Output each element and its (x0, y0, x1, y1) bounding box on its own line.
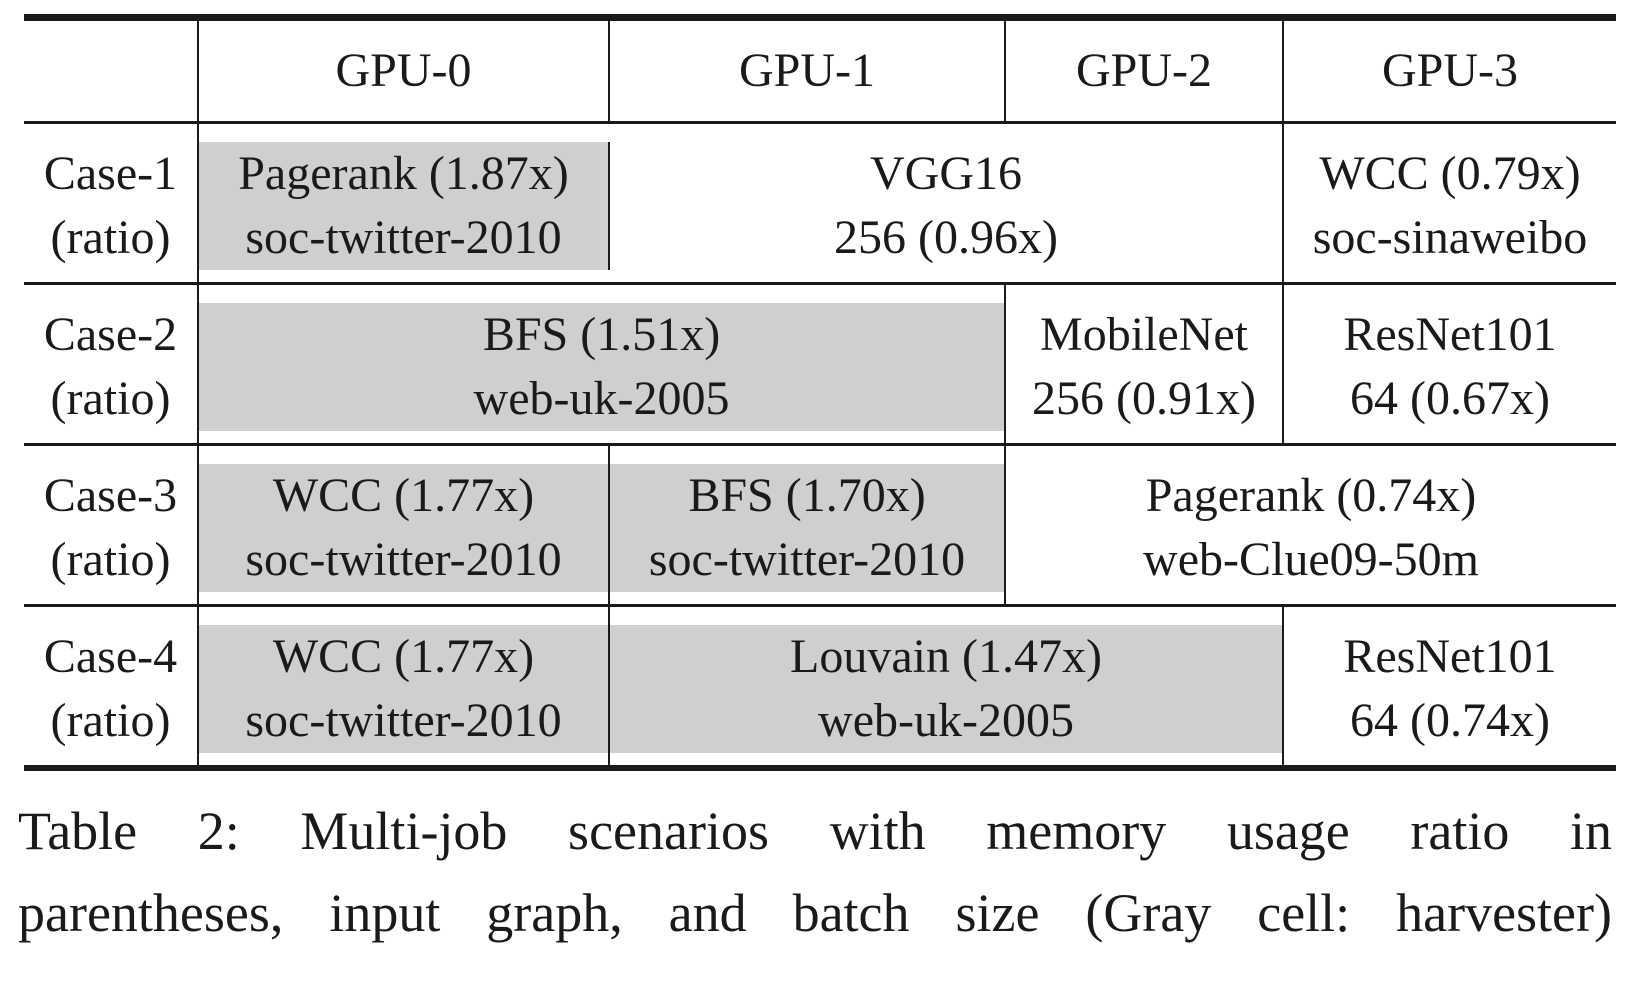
case-1-gpu-1-2-cell: VGG16 256 (0.96x) (608, 142, 1283, 270)
top-rule (24, 14, 1616, 24)
job-name: BFS (1.70x) (688, 469, 926, 522)
header-gpu-0: GPU-0 (197, 21, 609, 123)
job-name: Pagerank (0.74x) (1145, 469, 1477, 522)
job-name: VGG16 (870, 147, 1022, 200)
ratio-label: (ratio) (50, 533, 171, 586)
job-detail: web-uk-2005 (818, 694, 1074, 747)
job-name: WCC (1.77x) (272, 469, 535, 522)
case-1-label: Case-1 (ratio) (24, 142, 198, 270)
scenario-table-wrapper: GPU-0 GPU-1 GPU-2 GPU-3 Case-1 (ratio) P… (24, 14, 1616, 774)
case-1-gpu-0-cell: Pagerank (1.87x) soc-twitter-2010 (197, 142, 609, 270)
header-gpu-1: GPU-1 (608, 21, 1005, 123)
job-detail: web-Clue09-50m (1143, 533, 1479, 586)
job-name: WCC (1.77x) (272, 630, 535, 683)
bottom-rule (24, 765, 1616, 774)
case-4-gpu-1-2-cell: Louvain (1.47x) web-uk-2005 (608, 625, 1283, 753)
header-empty (24, 21, 198, 123)
row-rule (24, 282, 1616, 286)
job-name: Louvain (1.47x) (790, 630, 1102, 683)
row-rule (24, 604, 1616, 608)
job-detail: 64 (0.67x) (1350, 372, 1550, 425)
case-3-gpu-0-cell: WCC (1.77x) soc-twitter-2010 (197, 464, 609, 592)
case-name: Case-1 (43, 147, 178, 200)
table-caption: Table 2: Multi-job scenarios with memory… (18, 790, 1612, 954)
case-1-gpu-3-cell: WCC (0.79x) soc-sinaweibo (1282, 142, 1616, 270)
case-2-gpu-3-cell: ResNet101 64 (0.67x) (1282, 303, 1616, 431)
header-gpu-2: GPU-2 (1004, 21, 1283, 123)
case-4-label: Case-4 (ratio) (24, 625, 198, 753)
job-name: MobileNet (1040, 308, 1248, 361)
case-name: Case-4 (43, 630, 178, 683)
case-2-gpu-2-cell: MobileNet 256 (0.91x) (1004, 303, 1283, 431)
case-3-gpu-2-3-cell: Pagerank (0.74x) web-Clue09-50m (1004, 464, 1616, 592)
row-rule (24, 121, 1616, 125)
job-name: BFS (1.51x) (482, 308, 721, 361)
ratio-label: (ratio) (50, 694, 171, 747)
job-name: Pagerank (1.87x) (238, 147, 569, 200)
multi-job-scenario-table: GPU-0 GPU-1 GPU-2 GPU-3 Case-1 (ratio) P… (24, 14, 1616, 774)
job-detail: soc-twitter-2010 (245, 211, 562, 264)
job-detail: soc-sinaweibo (1312, 211, 1588, 264)
header-gpu-3: GPU-3 (1282, 21, 1616, 123)
job-detail: web-uk-2005 (473, 372, 730, 425)
job-detail: 256 (0.96x) (834, 211, 1058, 264)
case-name: Case-3 (43, 469, 178, 522)
case-3-gpu-1-cell: BFS (1.70x) soc-twitter-2010 (608, 464, 1005, 592)
ratio-label: (ratio) (50, 211, 171, 264)
job-name: WCC (0.79x) (1319, 147, 1581, 200)
case-1-row: Case-1 (ratio) Pagerank (1.87x) soc-twit… (24, 142, 1616, 270)
case-name: Case-2 (43, 308, 178, 361)
job-detail: 256 (0.91x) (1032, 372, 1256, 425)
job-name: ResNet101 (1343, 630, 1557, 683)
case-2-gpu-0-1-cell: BFS (1.51x) web-uk-2005 (197, 303, 1005, 431)
ratio-label: (ratio) (50, 372, 171, 425)
case-4-gpu-0-cell: WCC (1.77x) soc-twitter-2010 (197, 625, 609, 753)
row-rule (24, 443, 1616, 447)
job-name: ResNet101 (1343, 308, 1557, 361)
case-2-row: Case-2 (ratio) BFS (1.51x) web-uk-2005 M… (24, 303, 1616, 431)
job-detail: soc-twitter-2010 (245, 694, 562, 747)
job-detail: soc-twitter-2010 (245, 533, 562, 586)
case-3-label: Case-3 (ratio) (24, 464, 198, 592)
header-row: GPU-0 GPU-1 GPU-2 GPU-3 (24, 21, 1616, 123)
job-detail: soc-twitter-2010 (648, 533, 966, 586)
case-4-row: Case-4 (ratio) WCC (1.77x) soc-twitter-2… (24, 625, 1616, 753)
case-3-row: Case-3 (ratio) WCC (1.77x) soc-twitter-2… (24, 464, 1616, 592)
case-4-gpu-3-cell: ResNet101 64 (0.74x) (1282, 625, 1616, 753)
job-detail: 64 (0.74x) (1350, 694, 1550, 747)
case-2-label: Case-2 (ratio) (24, 303, 198, 431)
caption-line-2: parentheses, input graph, and batch size… (18, 883, 1612, 943)
caption-line-1: Table 2: Multi-job scenarios with memory… (18, 801, 1612, 861)
